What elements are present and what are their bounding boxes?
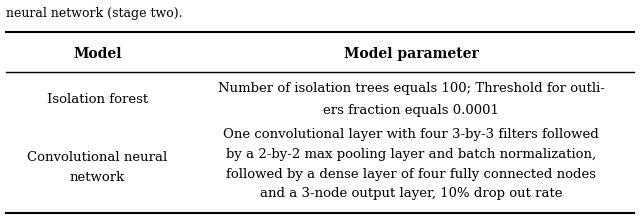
Text: ers fraction equals 0.0001: ers fraction equals 0.0001 bbox=[323, 104, 499, 117]
Text: One convolutional layer with four 3-by-3 filters followed: One convolutional layer with four 3-by-3… bbox=[223, 128, 599, 141]
Text: Isolation forest: Isolation forest bbox=[47, 93, 148, 106]
Text: neural network (stage two).: neural network (stage two). bbox=[6, 7, 183, 20]
Text: Convolutional neural: Convolutional neural bbox=[28, 151, 168, 164]
Text: Model parameter: Model parameter bbox=[344, 47, 479, 60]
Text: Number of isolation trees equals 100; Threshold for outli-: Number of isolation trees equals 100; Th… bbox=[218, 82, 605, 95]
Text: by a 2-by-2 max pooling layer and batch normalization,: by a 2-by-2 max pooling layer and batch … bbox=[226, 148, 596, 161]
Text: followed by a dense layer of four fully connected nodes: followed by a dense layer of four fully … bbox=[226, 168, 596, 181]
Text: network: network bbox=[70, 171, 125, 184]
Text: Model: Model bbox=[74, 47, 122, 60]
Text: and a 3-node output layer, 10% drop out rate: and a 3-node output layer, 10% drop out … bbox=[260, 187, 563, 200]
